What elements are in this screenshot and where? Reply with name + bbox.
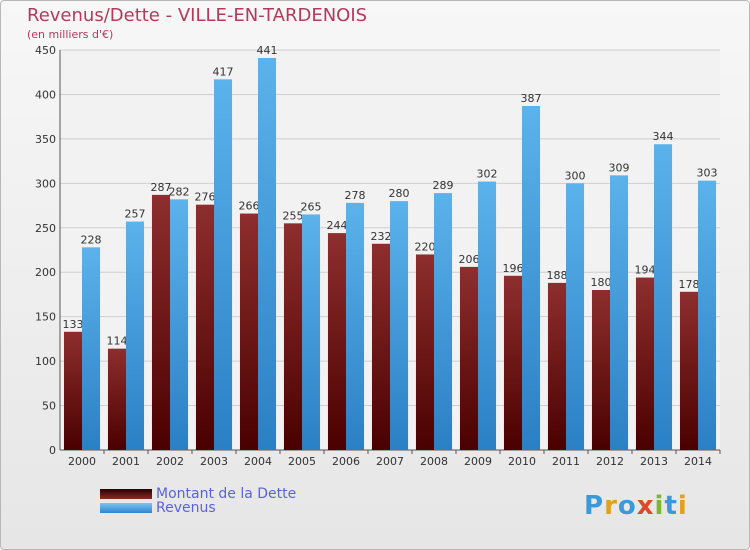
bar-dette — [195, 204, 214, 450]
bar-revenus — [170, 199, 189, 450]
bar-dette — [459, 266, 478, 450]
value-label-dette: 180 — [590, 276, 611, 289]
bar-dette — [591, 290, 610, 450]
value-label-revenus: 228 — [81, 233, 102, 246]
value-label-revenus: 300 — [565, 169, 586, 182]
x-tick-label: 2001 — [112, 455, 140, 468]
value-label-revenus: 280 — [389, 187, 410, 200]
legend-swatch-dette — [100, 489, 152, 499]
y-tick-label: 0 — [49, 444, 56, 457]
bar-revenus — [82, 247, 101, 450]
value-label-dette: 276 — [194, 191, 215, 204]
value-label-revenus: 387 — [521, 92, 542, 105]
value-label-dette: 133 — [62, 318, 83, 331]
value-label-revenus: 289 — [433, 179, 454, 192]
bar-dette — [415, 254, 434, 450]
bar-dette — [371, 243, 390, 450]
y-tick-label: 350 — [35, 133, 56, 146]
bar-revenus — [346, 202, 365, 450]
bar-revenus — [258, 58, 277, 450]
value-label-dette: 194 — [634, 264, 655, 277]
legend-label-dette: Montant de la Dette — [156, 486, 297, 502]
chart-subtitle: (en milliers d'€) — [27, 28, 114, 41]
bar-dette — [63, 331, 82, 450]
bar-revenus — [478, 181, 497, 451]
value-label-revenus: 441 — [257, 44, 278, 57]
value-label-dette: 255 — [282, 209, 303, 222]
value-label-dette: 220 — [414, 240, 435, 253]
y-tick-label: 300 — [35, 177, 56, 190]
bar-revenus — [302, 214, 321, 450]
x-tick-label: 2005 — [288, 455, 316, 468]
value-label-revenus: 344 — [653, 130, 674, 143]
bar-dette — [283, 223, 302, 450]
bar-revenus — [126, 221, 145, 450]
x-tick-label: 2010 — [508, 455, 536, 468]
x-tick-label: 2002 — [156, 455, 184, 468]
x-tick-label: 2004 — [244, 455, 272, 468]
bar-dette — [107, 348, 126, 450]
bar-dette — [327, 233, 346, 450]
y-tick-label: 150 — [35, 311, 56, 324]
x-tick-label: 2008 — [420, 455, 448, 468]
value-label-revenus: 302 — [477, 168, 498, 181]
x-tick-label: 2006 — [332, 455, 360, 468]
value-label-dette: 114 — [106, 335, 127, 348]
x-tick-label: 2003 — [200, 455, 228, 468]
bar-dette — [239, 213, 258, 450]
value-label-dette: 196 — [502, 262, 523, 275]
value-label-dette: 266 — [238, 200, 259, 213]
chart-title: Revenus/Dette - VILLE-EN-TARDENOIS — [27, 5, 368, 26]
bar-revenus — [698, 180, 717, 450]
bar-dette — [635, 277, 654, 450]
legend-item-revenus: Revenus — [100, 500, 216, 516]
bar-revenus — [522, 106, 541, 450]
y-tick-label: 200 — [35, 266, 56, 279]
value-label-dette: 244 — [326, 219, 347, 232]
bar-revenus — [654, 144, 673, 450]
value-label-revenus: 265 — [301, 200, 322, 213]
y-tick-label: 100 — [35, 355, 56, 368]
value-label-revenus: 278 — [345, 189, 366, 202]
x-tick-label: 2009 — [464, 455, 492, 468]
bar-dette — [547, 282, 566, 450]
x-tick-label: 2000 — [68, 455, 96, 468]
x-tick-label: 2011 — [552, 455, 580, 468]
bar-dette — [679, 291, 698, 450]
value-label-dette: 232 — [370, 230, 391, 243]
bar-revenus — [610, 175, 629, 451]
y-tick-label: 250 — [35, 222, 56, 235]
proxiti-logo: Proxiti — [584, 491, 688, 521]
value-label-dette: 178 — [678, 278, 699, 291]
value-label-revenus: 417 — [213, 65, 234, 78]
x-tick-label: 2007 — [376, 455, 404, 468]
value-label-revenus: 303 — [697, 167, 718, 180]
x-tick-label: 2013 — [640, 455, 668, 468]
value-label-revenus: 257 — [125, 208, 146, 221]
value-label-revenus: 309 — [609, 161, 630, 174]
value-label-dette: 188 — [546, 269, 567, 282]
y-tick-label: 50 — [42, 400, 56, 413]
bar-dette — [503, 275, 522, 450]
y-tick-label: 400 — [35, 88, 56, 101]
legend-label-revenus: Revenus — [156, 500, 216, 516]
value-label-dette: 287 — [150, 181, 171, 194]
value-label-dette: 206 — [458, 253, 479, 266]
x-tick-label: 2012 — [596, 455, 624, 468]
bar-revenus — [214, 79, 233, 450]
bar-dette — [151, 194, 170, 450]
legend-item-dette: Montant de la Dette — [100, 486, 297, 502]
x-tick-label: 2014 — [684, 455, 712, 468]
bar-revenus — [566, 183, 585, 451]
value-label-revenus: 282 — [169, 185, 190, 198]
bar-revenus — [390, 201, 409, 450]
y-tick-label: 450 — [35, 44, 56, 57]
legend-swatch-revenus — [100, 503, 152, 513]
bar-revenus — [434, 193, 453, 450]
